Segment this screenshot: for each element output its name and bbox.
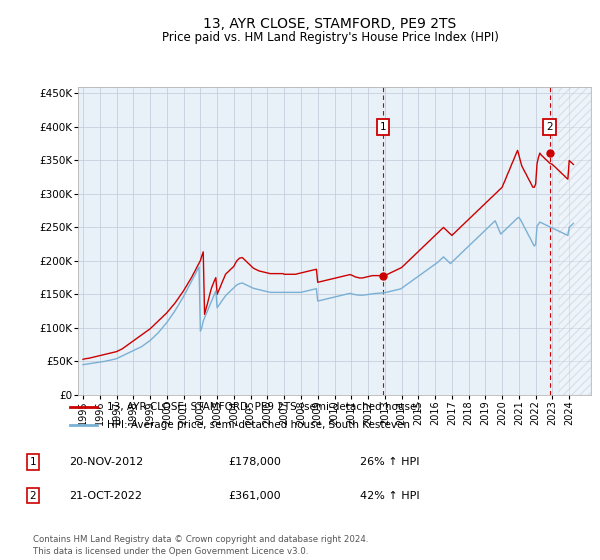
Text: £178,000: £178,000 <box>228 457 281 467</box>
Text: 2: 2 <box>546 122 553 132</box>
Text: Contains HM Land Registry data © Crown copyright and database right 2024.
This d: Contains HM Land Registry data © Crown c… <box>33 535 368 556</box>
Text: 1: 1 <box>380 122 386 132</box>
Text: 13, AYR CLOSE, STAMFORD, PE9 2TS (semi-detached house): 13, AYR CLOSE, STAMFORD, PE9 2TS (semi-d… <box>107 402 421 412</box>
Text: 1: 1 <box>29 457 37 467</box>
Text: 21-OCT-2022: 21-OCT-2022 <box>69 491 142 501</box>
Text: Price paid vs. HM Land Registry's House Price Index (HPI): Price paid vs. HM Land Registry's House … <box>161 31 499 44</box>
Polygon shape <box>559 87 591 395</box>
Text: £361,000: £361,000 <box>228 491 281 501</box>
Text: 2: 2 <box>29 491 37 501</box>
Text: HPI: Average price, semi-detached house, South Kesteven: HPI: Average price, semi-detached house,… <box>107 420 410 430</box>
Text: 13, AYR CLOSE, STAMFORD, PE9 2TS: 13, AYR CLOSE, STAMFORD, PE9 2TS <box>203 17 457 31</box>
Text: 26% ↑ HPI: 26% ↑ HPI <box>360 457 419 467</box>
Text: 42% ↑ HPI: 42% ↑ HPI <box>360 491 419 501</box>
Text: 20-NOV-2012: 20-NOV-2012 <box>69 457 143 467</box>
